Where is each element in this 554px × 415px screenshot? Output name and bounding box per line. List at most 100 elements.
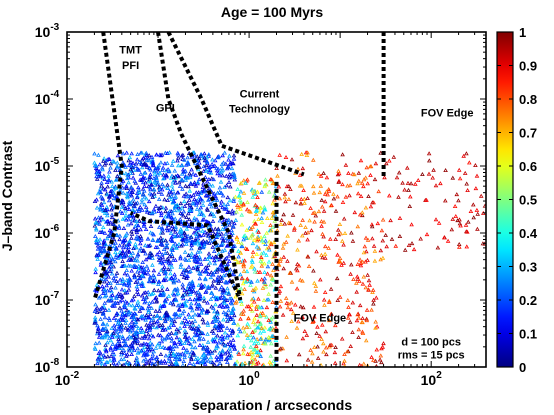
scatter-point [315,355,321,360]
scatter-point [227,153,232,158]
scatter-point [123,342,128,347]
scatter-point [217,287,223,292]
scatter-point [133,201,139,206]
scatter-point [216,228,221,233]
scatter-point [212,261,218,266]
scatter-point [206,358,211,363]
scatter-point [195,265,200,270]
scatter-point [321,341,326,346]
scatter-point [420,171,425,176]
scatter-point [185,155,190,160]
scatter-point [191,361,196,366]
scatter-point [101,200,107,205]
scatter-point [178,216,183,221]
scatter-point [231,161,236,166]
scatter-point [184,298,189,303]
scatter-point [185,175,190,180]
scatter-point [214,257,219,262]
scatter-point [197,200,202,205]
annotation-label: GPI [156,103,175,115]
scatter-point [126,309,131,314]
scatter-point [100,311,106,316]
scatter-point [114,193,119,198]
scatter-point [167,189,172,194]
scatter-point [190,308,195,313]
scatter-point [361,361,367,366]
scatter-point [147,328,152,333]
scatter-point [168,175,174,180]
scatter-point [125,336,130,341]
tick-label: 10-7 [35,290,60,308]
scatter-point [163,353,169,358]
scatter-point [300,217,305,222]
scatter-point [133,311,138,316]
scatter-point [474,173,480,178]
scatter-point [215,311,220,316]
scatter-point [322,191,328,196]
scatter-point [343,194,349,199]
scatter-point [306,263,312,268]
scatter-point [143,251,148,256]
scatter-point [158,316,163,321]
scatter-point [201,213,207,218]
scatter-point [113,285,118,290]
scatter-point [221,295,227,300]
scatter-point [227,230,232,235]
scatter-point [199,310,204,315]
scatter-point [188,355,194,360]
scatter-point [365,181,370,186]
scatter-point [151,268,157,273]
scatter-point [162,345,168,350]
scatter-point [117,243,122,248]
scatter-point [102,287,107,292]
scatter-point [311,268,316,273]
scatter-point [271,267,276,272]
scatter-point [147,358,152,363]
scatter-point [262,182,268,187]
scatter-point [203,163,209,168]
scatter-point [98,174,103,179]
scatter-point [207,254,213,259]
scatter-point [100,224,106,229]
scatter-point [126,263,131,268]
scatter-point [159,358,164,363]
scatter-point [122,281,127,286]
scatter-point [94,331,100,336]
scatter-point [109,325,115,330]
scatter-point [120,245,126,250]
scatter-point [187,286,192,291]
scatter-point [197,335,202,340]
scatter-point [143,328,149,333]
scatter-point [278,256,283,261]
scatter-point [359,180,365,185]
scatter-point [239,301,244,306]
scatter-point [290,310,296,315]
scatter-point [124,290,130,295]
scatter-point [391,154,397,159]
scatter-point [191,326,196,331]
scatter-point [222,330,228,335]
scatter-point [175,158,180,163]
scatter-point [341,361,346,366]
scatter-point [266,326,272,331]
scatter-point [450,216,456,221]
scatter-point [406,242,412,247]
scatter-point [219,337,225,342]
scatter-point [333,236,338,241]
scatter-point [366,287,371,292]
scatter-point [264,305,270,310]
scatter-point [122,271,128,276]
scatter-point [203,289,208,294]
scatter-point [221,310,227,315]
scatter-point [206,351,212,356]
scatter-point [129,235,134,240]
scatter-point [457,244,462,249]
scatter-point [257,205,263,210]
scatter-point [183,194,189,199]
scatter-point [367,282,372,287]
scatter-point [389,236,395,241]
scatter-point [156,279,162,284]
scatter-point [361,274,367,279]
scatter-point [295,247,300,252]
scatter-point [135,269,140,274]
